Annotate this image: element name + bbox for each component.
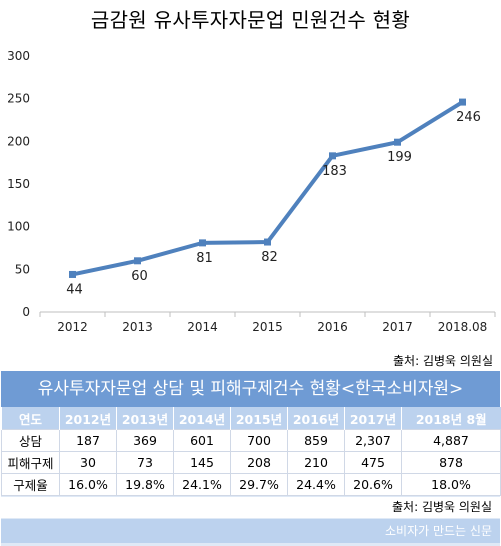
header-year: 연도 <box>1 407 60 430</box>
y-tick-label: 50 <box>15 262 30 276</box>
header-2012: 2012년 <box>59 407 117 430</box>
table-row: 피해구제 30 73 145 208 210 475 878 <box>1 451 501 474</box>
x-tick-label: 2012 <box>57 320 88 334</box>
header-2014: 2014년 <box>173 407 231 430</box>
y-tick-label: 0 <box>22 305 30 319</box>
table-cell: 208 <box>230 451 288 474</box>
y-tick-label: 200 <box>7 134 30 148</box>
y-tick-label: 150 <box>7 177 30 191</box>
data-label: 82 <box>261 250 278 265</box>
x-tick-label: 2013 <box>122 320 153 334</box>
y-tick-label: 100 <box>7 220 30 234</box>
x-tick-label: 2018.08 <box>438 320 488 334</box>
row-label: 상담 <box>1 429 60 452</box>
line-chart: 0 50 100 150 200 250 300 2012 2013 2014 2015 2016 20… <box>7 49 496 334</box>
header-2016: 2016년 <box>287 407 345 430</box>
series-line <box>70 100 465 277</box>
table-row: 구제율 16.0% 19.8% 24.1% 29.7% 24.4% 20.6% … <box>1 473 501 496</box>
stats-table-panel: 유사투자자문업 상담 및 피해구제건수 현황<한국소비자원> 연도 2012년 … <box>1 371 501 546</box>
header-2017: 2017년 <box>344 407 402 430</box>
stats-table: 연도 2012년 2013년 2014년 2015년 2016년 2017년 2… <box>1 407 501 496</box>
table-cell: 24.1% <box>173 473 231 496</box>
data-label: 246 <box>456 110 481 125</box>
table-row: 상담 187 369 601 700 859 2,307 4,887 <box>1 429 501 452</box>
data-label: 60 <box>131 269 148 284</box>
table-cell: 601 <box>173 429 231 452</box>
header-2013: 2013년 <box>116 407 174 430</box>
header-2018-08: 2018년 8월 <box>401 407 501 430</box>
row-label: 피해구제 <box>1 451 60 474</box>
table-title: 유사투자자문업 상담 및 피해구제건수 현황<한국소비자원> <box>1 371 500 407</box>
data-point <box>134 257 141 265</box>
y-tick-label: 250 <box>7 92 30 106</box>
table-cell: 145 <box>173 451 231 474</box>
data-point <box>264 238 271 246</box>
table-cell: 18.0% <box>401 473 501 496</box>
header-2015: 2015년 <box>230 407 288 430</box>
table-cell: 187 <box>59 429 117 452</box>
table-source: 출처: 김병욱 의원실 <box>1 497 500 518</box>
data-label: 183 <box>322 164 347 179</box>
data-point <box>329 152 336 160</box>
x-tick-label: 2015 <box>252 320 283 334</box>
table-cell: 475 <box>344 451 402 474</box>
table-cell: 73 <box>116 451 174 474</box>
table-cell: 369 <box>116 429 174 452</box>
x-tick-label: 2016 <box>317 320 348 334</box>
table-cell: 4,887 <box>401 429 501 452</box>
table-header-row: 연도 2012년 2013년 2014년 2015년 2016년 2017년 2… <box>1 407 501 430</box>
table-cell: 878 <box>401 451 501 474</box>
table-cell: 24.4% <box>287 473 345 496</box>
data-point <box>459 98 466 106</box>
data-point <box>69 270 76 278</box>
row-label: 구제율 <box>1 473 60 496</box>
table-cell: 700 <box>230 429 288 452</box>
chart-title: 금감원 유사투자자문업 민원건수 현황 <box>90 8 411 32</box>
table-cell: 16.0% <box>59 473 117 496</box>
table-cell: 210 <box>287 451 345 474</box>
data-point <box>199 239 206 247</box>
table-cell: 20.6% <box>344 473 402 496</box>
data-label: 44 <box>66 282 83 297</box>
data-point <box>394 138 401 146</box>
table-cell: 2,307 <box>344 429 402 452</box>
table-cell: 859 <box>287 429 345 452</box>
x-tick-label: 2014 <box>187 320 218 334</box>
chart-source: 출처: 김병욱 의원실 <box>393 354 493 368</box>
table-cell: 30 <box>59 451 117 474</box>
table-cell: 29.7% <box>230 473 288 496</box>
x-tick-label: 2017 <box>382 320 413 334</box>
table-cell: 19.8% <box>116 473 174 496</box>
y-tick-label: 300 <box>7 49 30 63</box>
footer-credit: 소비자가 만드는 신문 <box>1 519 500 543</box>
data-label: 199 <box>387 150 412 165</box>
data-label: 81 <box>196 251 213 266</box>
